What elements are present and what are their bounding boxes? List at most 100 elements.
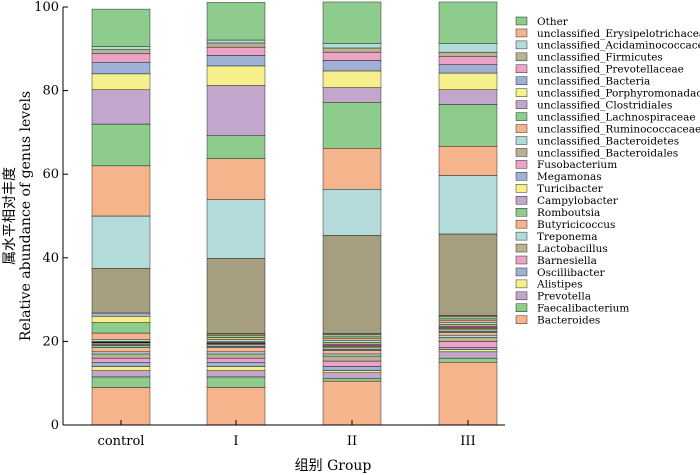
- segment-bacteroides-III: [438, 362, 498, 426]
- legend-label: unclassified_Prevotellaceae: [537, 64, 684, 76]
- legend-swatch: [515, 231, 528, 241]
- legend-swatch: [515, 160, 528, 169]
- legend-swatch: [515, 100, 528, 109]
- legend-item: unclassified_Bacteroidales: [515, 147, 678, 159]
- legend-swatch: [515, 196, 528, 205]
- segment-unclassified-bacteria-III: [438, 233, 498, 316]
- segment-other-c-control: [91, 53, 151, 63]
- segment-unclassified-ruminococcaceae-III: [438, 319, 498, 323]
- x-tick-label: II: [347, 434, 357, 449]
- segment-unclassified-erysipelotrichaceae-III: [438, 89, 498, 105]
- segment-other-e-III: [438, 43, 498, 53]
- legend-swatch: [515, 88, 528, 97]
- segment-other-b-III: [438, 64, 498, 74]
- segment-prevotella-III: [438, 351, 498, 359]
- segment-faecalibacterium-control: [91, 376, 151, 388]
- segment-unclassified-bacteria-I: [206, 258, 266, 334]
- segment-prevotella-I: [206, 370, 266, 378]
- legend-item: unclassified_Lachnospiraceae: [515, 111, 696, 123]
- y-axis-title-chinese: 属水平相对丰度: [2, 167, 18, 265]
- legend-label: unclassified_Erysipelotrichaceae: [537, 28, 700, 40]
- legend-swatch: [515, 64, 528, 74]
- segment-alistipes-control: [91, 366, 151, 371]
- segment-other-d-control: [91, 49, 151, 55]
- segment-campylobacter-II: [322, 347, 382, 350]
- legend-label: Campylobacter: [537, 195, 619, 207]
- legend-item: unclassified_Clostridiales: [515, 99, 672, 111]
- legend-swatch: [515, 40, 528, 50]
- legend-label: Barnesiella: [537, 255, 597, 267]
- y-tick-label: 60: [42, 167, 59, 182]
- legend-swatch: [515, 112, 528, 121]
- segment-unclassified-prevotellaceae-III: [438, 175, 498, 235]
- legend-label: unclassified_Acidaminococcaceae: [537, 40, 700, 52]
- segment-butyricicoccus-I: [206, 347, 266, 353]
- y-tick-label: 80: [42, 84, 59, 99]
- legend-label: unclassified_Lachnospiraceae: [537, 111, 696, 123]
- legend-swatch: [515, 76, 528, 85]
- legend-label: Treponema: [537, 231, 597, 243]
- segment-other-e-I: [206, 39, 266, 44]
- segment-unclassified-prevotellaceae-control: [91, 215, 151, 269]
- segment-barnesiella-II: [322, 360, 382, 367]
- segment-other-e-control: [91, 46, 151, 50]
- legend-item: Oscillibacter: [515, 267, 606, 279]
- legend-item: unclassified_Acidaminococcaceae: [515, 40, 700, 52]
- legend-swatch: [515, 267, 528, 277]
- legend-item: unclassified_Prevotellaceae: [515, 64, 684, 76]
- segment-other-II: [322, 1, 382, 44]
- segment-other-d-III: [438, 51, 498, 57]
- legend-swatch: [515, 315, 528, 324]
- legend-label: Other: [537, 16, 569, 28]
- legend-label: Faecalibacterium: [537, 303, 629, 315]
- segment-unclassified-firmicutes-I: [206, 158, 266, 200]
- segment-faecalibacterium-I: [206, 376, 266, 388]
- segment-butyricicoccus-II: [322, 350, 382, 355]
- legend-label: unclassified_Firmicutes: [537, 52, 663, 64]
- segment-unclassified-acidaminococcaceae-III: [438, 104, 498, 147]
- bar-control: [91, 8, 151, 426]
- segment-other-c-II: [322, 51, 382, 61]
- legend-swatch: [515, 207, 528, 217]
- legend-item: Prevotella: [515, 291, 591, 303]
- segment-unclassified-bacteroidales-III: [438, 324, 498, 327]
- segment-other-a-control: [91, 73, 151, 90]
- legend-item: Bacteroides: [515, 315, 600, 327]
- segment-faecalibacterium-II: [322, 377, 382, 382]
- legend-swatch: [515, 172, 528, 181]
- legend-label: Fusobacterium: [537, 159, 617, 171]
- segment-bacteroides-II: [322, 380, 382, 426]
- segment-other-c-I: [206, 46, 266, 56]
- segment-other-c-III: [438, 56, 498, 65]
- legend-item: Lactobacillus: [515, 243, 608, 255]
- segment-romboutsia-control: [91, 345, 151, 348]
- legend-label: unclassified_Bacteroidetes: [537, 135, 679, 147]
- segment-unclassified-acidaminococcaceae-I: [206, 135, 266, 159]
- segment-other-d-I: [206, 42, 266, 48]
- segment-unclassified-firmicutes-III: [438, 145, 498, 176]
- legend-item: Campylobacter: [515, 195, 619, 207]
- legend-item: Butyricicoccus: [515, 219, 615, 231]
- legend-item: unclassified_Ruminococcaceae: [515, 123, 700, 135]
- segment-oscillibacter-III: [438, 347, 498, 350]
- segment-other-a-III: [438, 72, 498, 90]
- segment-other-a-I: [206, 65, 266, 86]
- segment-butyricicoccus-control: [91, 347, 151, 353]
- legend: Otherunclassified_Erysipelotrichaceaeunc…: [515, 16, 700, 327]
- legend-swatch: [515, 243, 528, 253]
- segment-other-I: [206, 2, 266, 41]
- segment-barnesiella-I: [206, 357, 266, 363]
- segment-unclassified-prevotellaceae-I: [206, 199, 266, 259]
- segment-unclassified-erysipelotrichaceae-II: [322, 87, 382, 103]
- legend-item: Fusobacterium: [515, 159, 617, 171]
- segment-barnesiella-III: [438, 341, 498, 348]
- legend-swatch: [515, 124, 528, 133]
- segment-oscillibacter-control: [91, 362, 151, 367]
- legend-swatch: [515, 184, 528, 193]
- legend-item: unclassified_Firmicutes: [515, 52, 663, 64]
- legend-label: unclassified_Porphyromonadaceae: [537, 88, 700, 100]
- segment-campylobacter-III: [438, 329, 498, 332]
- segment-unclassified-firmicutes-II: [322, 148, 382, 190]
